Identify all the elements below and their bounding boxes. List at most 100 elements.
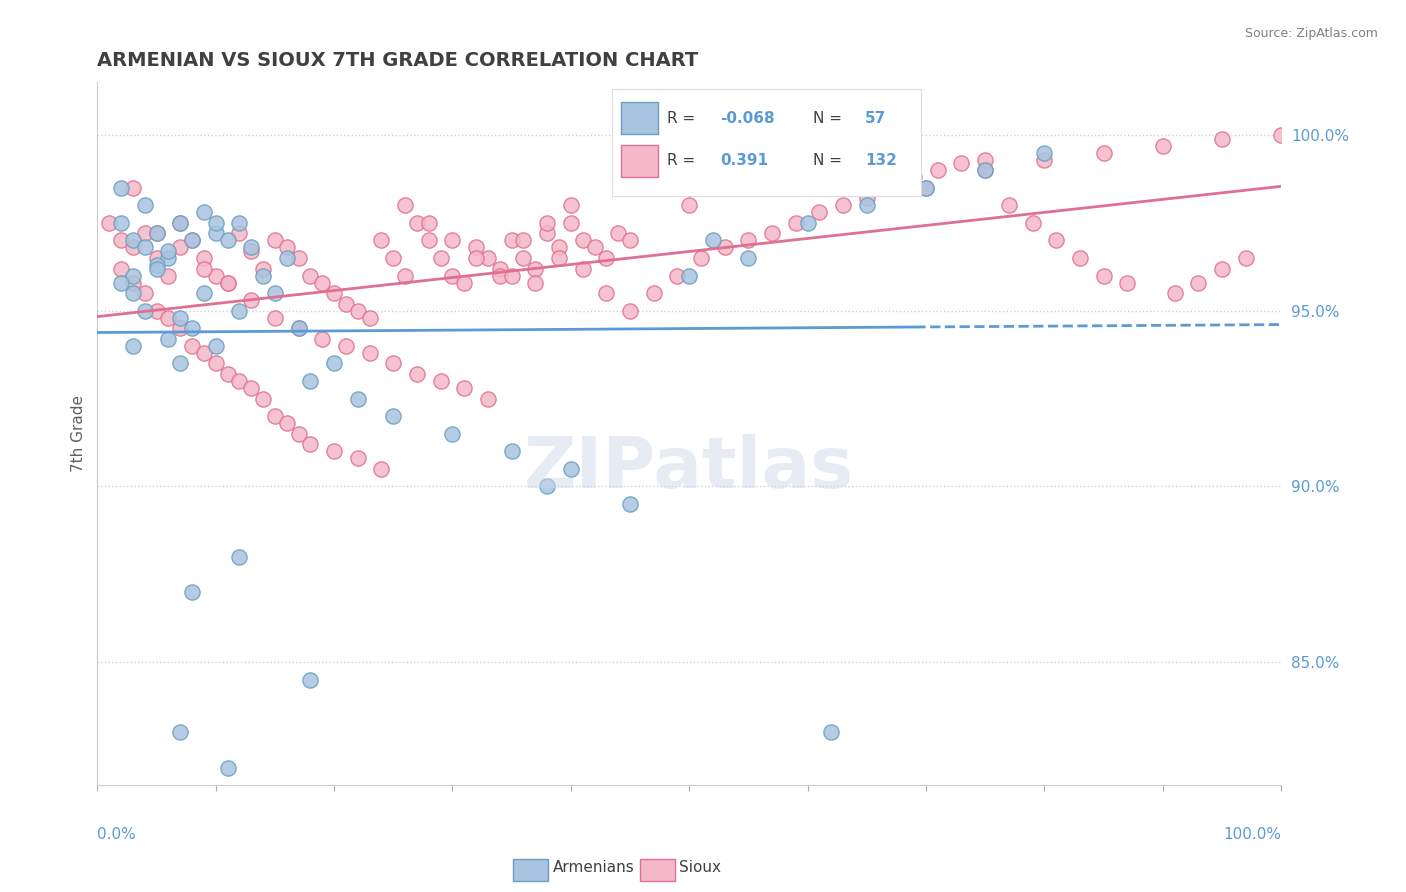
FancyBboxPatch shape bbox=[621, 102, 658, 134]
Point bbox=[713, 240, 735, 254]
Point bbox=[335, 296, 357, 310]
Point bbox=[228, 227, 250, 241]
Point bbox=[1211, 131, 1233, 145]
Point bbox=[181, 234, 204, 248]
Point bbox=[169, 321, 191, 335]
Point bbox=[169, 216, 191, 230]
Point bbox=[915, 180, 938, 194]
Point bbox=[287, 321, 309, 335]
Point bbox=[346, 303, 368, 318]
Point bbox=[121, 180, 143, 194]
Point bbox=[1116, 276, 1139, 290]
Point bbox=[276, 416, 298, 430]
Point bbox=[134, 227, 156, 241]
Text: ARMENIAN VS SIOUX 7TH GRADE CORRELATION CHART: ARMENIAN VS SIOUX 7TH GRADE CORRELATION … bbox=[97, 51, 699, 70]
Point bbox=[157, 310, 180, 325]
Text: Source: ZipAtlas.com: Source: ZipAtlas.com bbox=[1244, 27, 1378, 40]
Text: R =: R = bbox=[668, 111, 700, 126]
Point bbox=[501, 234, 523, 248]
Point bbox=[264, 310, 287, 325]
Point bbox=[193, 261, 215, 276]
Point bbox=[1234, 251, 1257, 265]
Point bbox=[299, 374, 322, 388]
Point bbox=[548, 240, 571, 254]
Point bbox=[157, 268, 180, 283]
Point bbox=[134, 240, 156, 254]
Point bbox=[382, 251, 405, 265]
Text: Armenians: Armenians bbox=[553, 861, 634, 875]
Point bbox=[335, 339, 357, 353]
Point bbox=[228, 549, 250, 564]
Point bbox=[252, 392, 274, 406]
Point bbox=[276, 240, 298, 254]
Point bbox=[240, 293, 263, 308]
Point bbox=[193, 251, 215, 265]
Point bbox=[536, 479, 558, 493]
Point bbox=[157, 251, 180, 265]
Point bbox=[453, 381, 475, 395]
Point bbox=[583, 240, 606, 254]
Point bbox=[359, 346, 381, 360]
Point bbox=[169, 725, 191, 739]
FancyBboxPatch shape bbox=[621, 145, 658, 177]
Point bbox=[110, 261, 132, 276]
Point bbox=[512, 234, 534, 248]
Point bbox=[323, 444, 346, 458]
Point bbox=[217, 276, 239, 290]
Point bbox=[240, 381, 263, 395]
Point bbox=[406, 367, 429, 381]
Point bbox=[737, 251, 759, 265]
Point bbox=[418, 216, 440, 230]
Point bbox=[796, 163, 818, 178]
Point bbox=[181, 234, 204, 248]
Point bbox=[512, 251, 534, 265]
Point bbox=[571, 234, 593, 248]
Point bbox=[820, 725, 842, 739]
Point bbox=[855, 198, 877, 212]
Point bbox=[1270, 128, 1292, 142]
Point bbox=[501, 268, 523, 283]
Point bbox=[169, 356, 191, 370]
Point bbox=[1033, 153, 1056, 167]
Point bbox=[1045, 234, 1067, 248]
Point bbox=[311, 332, 333, 346]
Point bbox=[488, 268, 510, 283]
Point bbox=[571, 261, 593, 276]
Text: 100.0%: 100.0% bbox=[1223, 827, 1281, 842]
Point bbox=[643, 286, 665, 301]
Point bbox=[477, 251, 499, 265]
Point bbox=[429, 251, 451, 265]
Point bbox=[346, 451, 368, 466]
Point bbox=[441, 268, 464, 283]
Text: 0.0%: 0.0% bbox=[97, 827, 136, 842]
Point bbox=[193, 346, 215, 360]
Point bbox=[394, 268, 416, 283]
Point bbox=[855, 170, 877, 185]
Point bbox=[264, 234, 287, 248]
Point bbox=[465, 251, 488, 265]
Point bbox=[832, 198, 855, 212]
Point bbox=[145, 303, 167, 318]
Point bbox=[915, 180, 938, 194]
Point bbox=[181, 585, 204, 599]
Point bbox=[217, 276, 239, 290]
Point bbox=[121, 240, 143, 254]
Point bbox=[666, 268, 689, 283]
Point bbox=[737, 234, 759, 248]
Point bbox=[536, 227, 558, 241]
Point bbox=[157, 332, 180, 346]
Point bbox=[974, 163, 997, 178]
Point bbox=[1092, 145, 1115, 160]
Point bbox=[228, 303, 250, 318]
Point bbox=[287, 321, 309, 335]
Point bbox=[311, 276, 333, 290]
Text: 132: 132 bbox=[865, 153, 897, 169]
Point bbox=[134, 198, 156, 212]
Point bbox=[465, 240, 488, 254]
Point bbox=[181, 339, 204, 353]
Point bbox=[1033, 145, 1056, 160]
Point bbox=[145, 227, 167, 241]
Point bbox=[595, 251, 617, 265]
Point bbox=[903, 170, 925, 185]
Point bbox=[169, 240, 191, 254]
